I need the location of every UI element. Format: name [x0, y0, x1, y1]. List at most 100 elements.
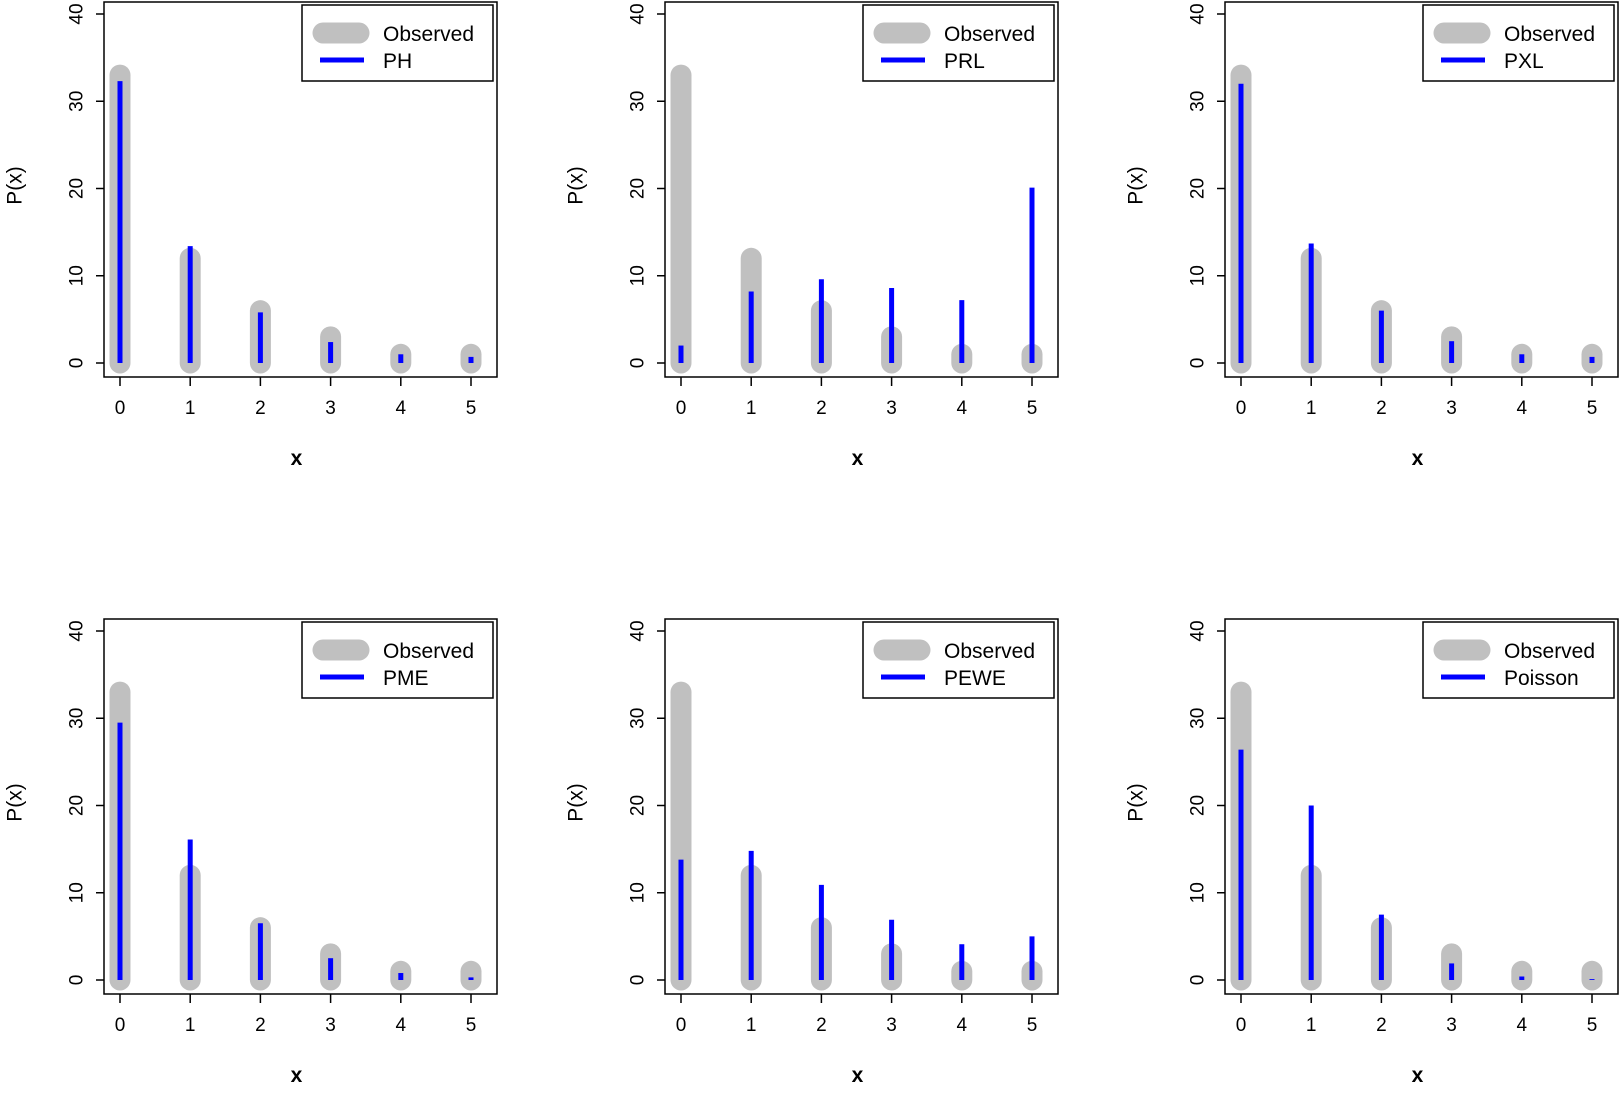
x-tick-label: 3 [325, 1015, 336, 1036]
y-tick-label: 0 [628, 975, 649, 986]
x-tick-label: 2 [1376, 1015, 1387, 1036]
plot-frame [664, 1, 1059, 378]
y-tick-label: 10 [1188, 882, 1209, 903]
x-tick-label: 3 [886, 1015, 897, 1036]
y-tick-label: 30 [1188, 91, 1209, 112]
x-tick-label: 5 [1587, 1015, 1598, 1036]
x-tick-label: 5 [466, 398, 477, 419]
legend-observed-label: Observed [1504, 640, 1595, 663]
legend-observed-label: Observed [944, 23, 1035, 46]
y-tick-label: 40 [67, 3, 88, 24]
y-axis-label: P(x) [565, 783, 588, 822]
x-tick-label: 0 [676, 398, 687, 419]
x-tick-label: 3 [1446, 398, 1457, 419]
y-tick-label: 20 [1188, 178, 1209, 199]
y-tick-label: 10 [1188, 265, 1209, 286]
chart-panel-2: 0 10 20 30 40 0 1 2 3 4 5 x P(x) Observed PRL [565, 1, 1059, 470]
y-tick-label: 40 [67, 620, 88, 641]
x-axis-label: x [291, 1064, 303, 1087]
y-tick-label: 40 [628, 620, 649, 641]
y-tick-label: 20 [628, 178, 649, 199]
x-tick-label: 5 [1027, 398, 1038, 419]
x-tick-label: 0 [115, 1015, 126, 1036]
x-tick-label: 4 [1517, 1015, 1528, 1036]
y-axis-label: P(x) [4, 783, 27, 822]
y-tick-label: 40 [1188, 3, 1209, 24]
y-axis-label: P(x) [565, 166, 588, 205]
legend-fitted-label: PRL [944, 50, 985, 73]
y-axis-label: P(x) [1125, 783, 1148, 822]
plot-frame [1224, 618, 1619, 995]
legend-fitted-label: PH [383, 50, 412, 73]
x-tick-label: 4 [957, 1015, 968, 1036]
y-tick-label: 0 [67, 975, 88, 986]
legend-fitted-label: PEWE [944, 667, 1006, 690]
y-tick-label: 10 [628, 265, 649, 286]
x-tick-label: 1 [185, 398, 196, 419]
y-tick-label: 10 [628, 882, 649, 903]
y-tick-label: 30 [628, 91, 649, 112]
x-tick-label: 3 [325, 398, 336, 419]
x-tick-label: 3 [886, 398, 897, 419]
x-tick-label: 0 [115, 398, 126, 419]
y-axis-label: P(x) [1125, 166, 1148, 205]
y-tick-label: 10 [67, 882, 88, 903]
legend-observed-label: Observed [1504, 23, 1595, 46]
y-tick-label: 40 [628, 3, 649, 24]
y-tick-label: 30 [628, 708, 649, 729]
x-tick-label: 4 [1517, 398, 1528, 419]
chart-panel-6: 0 10 20 30 40 0 1 2 3 4 5 x P(x) Observed Poisson [1125, 618, 1619, 1087]
legend-fitted-label: Poisson [1504, 667, 1579, 690]
legend-fitted-label: PXL [1504, 50, 1544, 73]
plot-frame [103, 1, 498, 378]
y-tick-label: 0 [67, 358, 88, 369]
y-axis-label: P(x) [4, 166, 27, 205]
x-tick-label: 4 [957, 398, 968, 419]
x-axis-label: x [1412, 447, 1424, 470]
plot-frame [1224, 1, 1619, 378]
x-tick-label: 2 [816, 398, 827, 419]
plot-frame [103, 618, 498, 995]
x-tick-label: 2 [1376, 398, 1387, 419]
y-tick-label: 0 [628, 358, 649, 369]
plot-frame [664, 618, 1059, 995]
x-tick-label: 5 [466, 1015, 477, 1036]
x-tick-label: 0 [676, 1015, 687, 1036]
x-tick-label: 2 [255, 1015, 266, 1036]
x-tick-label: 0 [1236, 1015, 1247, 1036]
x-tick-label: 5 [1027, 1015, 1038, 1036]
x-tick-label: 4 [396, 1015, 407, 1036]
x-tick-label: 0 [1236, 398, 1247, 419]
y-tick-label: 20 [67, 178, 88, 199]
y-tick-label: 10 [67, 265, 88, 286]
x-axis-label: x [291, 447, 303, 470]
legend-observed-label: Observed [944, 640, 1035, 663]
y-tick-label: 0 [1188, 975, 1209, 986]
y-tick-label: 20 [1188, 795, 1209, 816]
y-tick-label: 20 [628, 795, 649, 816]
chart-panel-3: 0 10 20 30 40 0 1 2 3 4 5 x P(x) Observed PXL [1125, 1, 1619, 470]
y-tick-label: 30 [67, 708, 88, 729]
x-tick-label: 1 [1306, 1015, 1317, 1036]
chart-panel-4: 0 10 20 30 40 0 1 2 3 4 5 x P(x) Observed PME [4, 618, 498, 1087]
x-tick-label: 2 [816, 1015, 827, 1036]
y-tick-label: 30 [1188, 708, 1209, 729]
y-tick-label: 20 [67, 795, 88, 816]
x-tick-label: 3 [1446, 1015, 1457, 1036]
x-tick-label: 1 [1306, 398, 1317, 419]
y-tick-label: 40 [1188, 620, 1209, 641]
x-tick-label: 1 [746, 398, 757, 419]
chart-panel-1: 0 10 20 30 40 0 1 2 3 4 5 x P(x) Observed PH [4, 1, 498, 470]
legend-fitted-label: PME [383, 667, 429, 690]
x-tick-label: 4 [396, 398, 407, 419]
x-axis-label: x [852, 447, 864, 470]
x-tick-label: 1 [185, 1015, 196, 1036]
x-tick-label: 1 [746, 1015, 757, 1036]
legend-observed-label: Observed [383, 23, 474, 46]
legend-observed-label: Observed [383, 640, 474, 663]
x-tick-label: 2 [255, 398, 266, 419]
y-tick-label: 0 [1188, 358, 1209, 369]
x-axis-label: x [852, 1064, 864, 1087]
chart-panel-5: 0 10 20 30 40 0 1 2 3 4 5 x P(x) Observed PEWE [565, 618, 1059, 1087]
